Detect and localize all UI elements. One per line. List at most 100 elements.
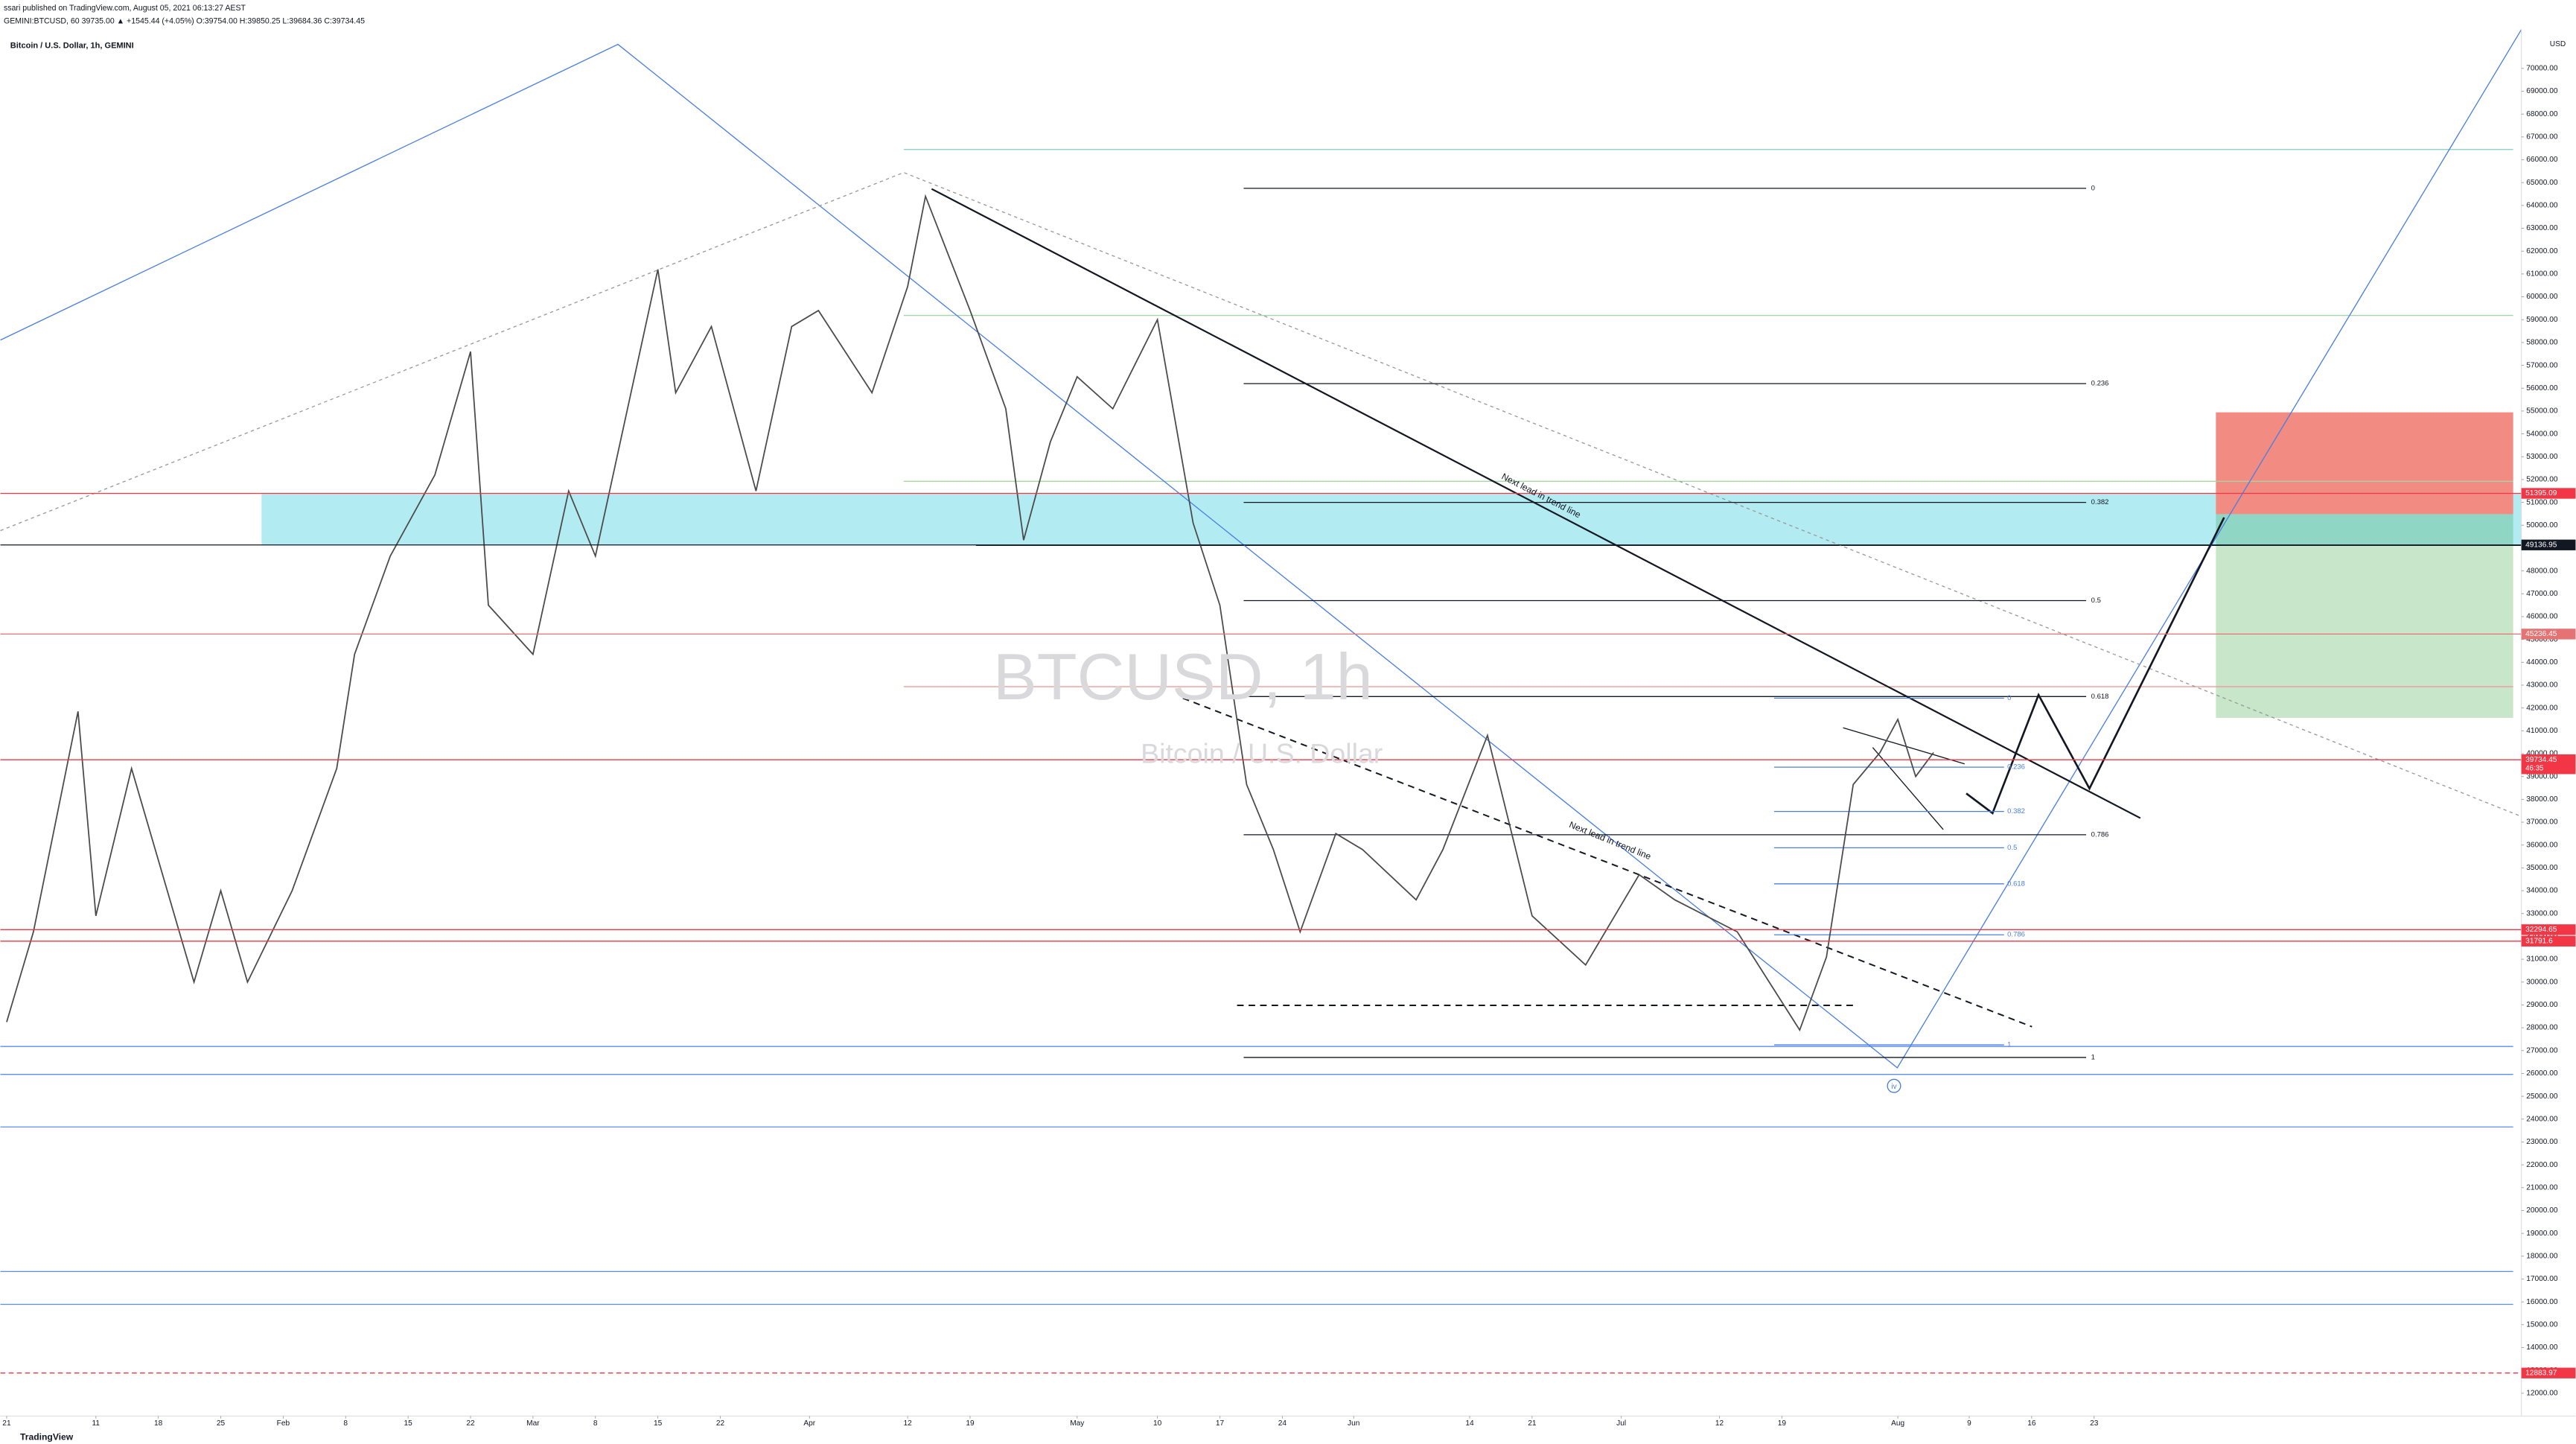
fib-label: 0.5 <box>2007 844 2017 852</box>
chart-layer: 0 0.236 0.382 0.5 0.618 0.786 1 0 0.236 0.382 0.5 0… <box>0 184 2522 1374</box>
y-tick-label: 17000.00 <box>2526 1275 2558 1283</box>
x-tick-label: 23 <box>2090 1419 2099 1428</box>
y-tick-label: 64000.00 <box>2526 202 2558 210</box>
x-tick-label: Apr <box>803 1419 815 1428</box>
fib-label: 0.786 <box>2007 931 2025 939</box>
x-tick-label: 10 <box>1153 1419 1162 1428</box>
x-tick-label: 16 <box>2027 1419 2036 1428</box>
y-tick-label: 18000.00 <box>2526 1252 2558 1260</box>
y-tick-label: 24000.00 <box>2526 1115 2558 1123</box>
y-tick-label: 37000.00 <box>2526 818 2558 827</box>
x-tick-label: May <box>1070 1419 1085 1428</box>
y-tick-label: 36000.00 <box>2526 841 2558 849</box>
pattern-line <box>1872 747 1944 830</box>
pattern-line <box>1843 727 1966 765</box>
trend-line <box>931 188 2141 819</box>
axis-unit: USD <box>2550 40 2566 48</box>
y-tick-label: 54000.00 <box>2526 430 2558 438</box>
y-tick-label: 15000.00 <box>2526 1320 2558 1329</box>
x-tick-label: 24 <box>1278 1419 1287 1428</box>
watermark-subtitle: Bitcoin / U.S. Dollar <box>1141 738 1383 769</box>
countdown: 46:35 <box>2525 764 2543 772</box>
y-tick-label: 35000.00 <box>2526 864 2558 872</box>
fib-label: 0 <box>2091 184 2095 192</box>
y-tick-label: 26000.00 <box>2526 1069 2558 1078</box>
x-tick-label: 19 <box>1778 1419 1787 1428</box>
x-tick-label: 8 <box>343 1419 348 1428</box>
watermark: BTCUSD, 1h <box>993 640 1373 713</box>
wave-marker <box>1887 1078 1901 1093</box>
y-tick-label: 62000.00 <box>2526 247 2558 255</box>
price-label-box <box>2521 754 2576 775</box>
x-tick-label: 12 <box>1715 1419 1724 1428</box>
x-tick-label: 12 <box>903 1419 912 1428</box>
x-tick-label: 14 <box>1465 1419 1474 1428</box>
x-tick-label: 9 <box>1967 1419 1971 1428</box>
fib-label: 0 <box>2007 694 2011 702</box>
y-tick-label: 48000.00 <box>2526 567 2558 575</box>
y-tick-label: 61000.00 <box>2526 270 2558 279</box>
y-tick-label: 25000.00 <box>2526 1092 2558 1101</box>
y-tick-label: 28000.00 <box>2526 1024 2558 1032</box>
y-tick-label: 14000.00 <box>2526 1343 2558 1352</box>
overlap <box>2216 514 2513 546</box>
price-label: 32294.65 <box>2525 926 2557 934</box>
target-zone <box>2216 514 2513 718</box>
y-tick-label: 70000.00 <box>2526 65 2558 73</box>
x-tick-label: 8 <box>593 1419 598 1428</box>
price-label: 12883.97 <box>2525 1369 2557 1377</box>
y-tick-label: 30000.00 <box>2526 978 2558 986</box>
stop-zone <box>2216 412 2513 515</box>
x-tick-label: 21 <box>2 1419 11 1428</box>
y-tick-label: 50000.00 <box>2526 521 2558 529</box>
x-tick-label: 15 <box>404 1419 413 1428</box>
symbol-info: GEMINI:BTCUSD, 60 39735.00 ▲ +1545.44 (+… <box>4 16 365 25</box>
y-tick-label: 58000.00 <box>2526 339 2558 347</box>
y-tick-label: 45000.00 <box>2526 635 2558 643</box>
fib-label: 1 <box>2091 1053 2095 1061</box>
fib-label: 0.236 <box>2007 763 2025 772</box>
drawings <box>0 29 2522 1305</box>
y-tick-label: 34000.00 <box>2526 887 2558 895</box>
y-tick-label: 69000.00 <box>2526 87 2558 95</box>
x-tick-label: 18 <box>154 1419 163 1428</box>
fib-label: 0.786 <box>2091 830 2109 839</box>
y-tick-label: 33000.00 <box>2526 909 2558 917</box>
y-tick-label: 67000.00 <box>2526 133 2558 141</box>
y-tick-label: 66000.00 <box>2526 156 2558 164</box>
x-tick-label: Jun <box>1348 1419 1359 1428</box>
y-tick-label: 59000.00 <box>2526 316 2558 324</box>
price-label-box <box>2521 935 2576 947</box>
channel-line <box>0 171 2522 817</box>
fib-label: 0.236 <box>2091 380 2109 388</box>
x-tick-label: Jul <box>1616 1419 1626 1428</box>
fib-label: 0.382 <box>2007 807 2025 815</box>
footer: TradingView <box>20 1431 74 1442</box>
y-tick-label: 47000.00 <box>2526 590 2558 598</box>
fib-label: 1 <box>2007 1041 2011 1049</box>
publisher: ssari published on TradingView.com, Augu… <box>4 4 246 13</box>
x-tick-label: 17 <box>1216 1419 1225 1428</box>
chart-title: Bitcoin / U.S. Dollar, 1h, GEMINI <box>10 42 134 51</box>
price-label-box <box>2521 539 2576 550</box>
zone <box>261 492 2522 546</box>
y-tick-label: 44000.00 <box>2526 658 2558 667</box>
fib-label: 0.618 <box>2007 880 2025 888</box>
price-label-box <box>2521 1367 2576 1378</box>
y-tick-label: 38000.00 <box>2526 795 2558 804</box>
price-line <box>6 194 1934 1032</box>
y-tick-label: 42000.00 <box>2526 704 2558 712</box>
x-tick-label: 19 <box>966 1419 975 1428</box>
price-label: 31791.6 <box>2525 937 2553 945</box>
price-label-box <box>2521 488 2576 499</box>
y-tick-label: 22000.00 <box>2526 1161 2558 1169</box>
x-tick-label: 15 <box>654 1419 663 1428</box>
price-label-box <box>2521 629 2576 640</box>
y-tick-label: 63000.00 <box>2526 224 2558 232</box>
y-tick-label: 12000.00 <box>2526 1389 2558 1397</box>
price-label: 39734.45 <box>2525 756 2557 764</box>
x-tick-label: 21 <box>1528 1419 1537 1428</box>
price-label: 49136.95 <box>2525 541 2557 549</box>
y-tick-label: 57000.00 <box>2526 361 2558 369</box>
